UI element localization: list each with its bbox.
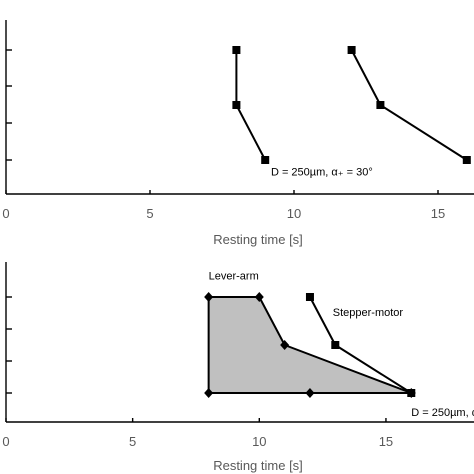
x-axis-title: Resting time [s]: [213, 232, 303, 247]
annotation-label: D = 250µm, α₊ = 20°: [411, 407, 474, 419]
x-tick-label: 0: [2, 206, 9, 221]
x-tick-label: 10: [287, 206, 301, 221]
data-point-marker: [204, 388, 214, 398]
data-point-marker: [261, 156, 270, 164]
x-tick-label: 5: [146, 206, 153, 221]
data-point-marker: [305, 388, 315, 398]
data-point-marker: [280, 340, 290, 350]
annotation-label: Lever-arm: [209, 271, 259, 283]
series-line-1: [235, 50, 267, 161]
x-tick-label: 15: [431, 206, 445, 221]
chart-panel-2: 0 5 10 15 Resting time [s] Lever-arm Stepper-m…: [2, 262, 474, 473]
data-point-marker: [376, 101, 385, 109]
data-point-marker: [232, 46, 241, 54]
series-line-2: [350, 49, 468, 161]
x-tick-label: 0: [2, 434, 9, 449]
x-tick-label: 15: [379, 434, 393, 449]
data-point-marker: [254, 292, 264, 302]
data-point-marker: [331, 341, 340, 349]
data-point-marker: [305, 293, 314, 301]
chart-panel-1: 051015202530Resting time [s]D = 250µm, α…: [2, 20, 474, 247]
data-point-marker: [347, 46, 356, 54]
data-point-marker: [232, 101, 241, 109]
data-point-marker: [204, 292, 214, 302]
x-tick-label: 5: [129, 434, 136, 449]
x-tick-label: 10: [252, 434, 266, 449]
x-axis-title: Resting time [s]: [213, 458, 303, 473]
annotation-label: D = 250µm, α₊ = 30°: [271, 166, 373, 178]
data-point-marker: [462, 156, 471, 164]
data-point-marker: [407, 389, 416, 397]
shaded-range-area: [208, 297, 412, 393]
annotation-label: Stepper-motor: [333, 307, 404, 319]
